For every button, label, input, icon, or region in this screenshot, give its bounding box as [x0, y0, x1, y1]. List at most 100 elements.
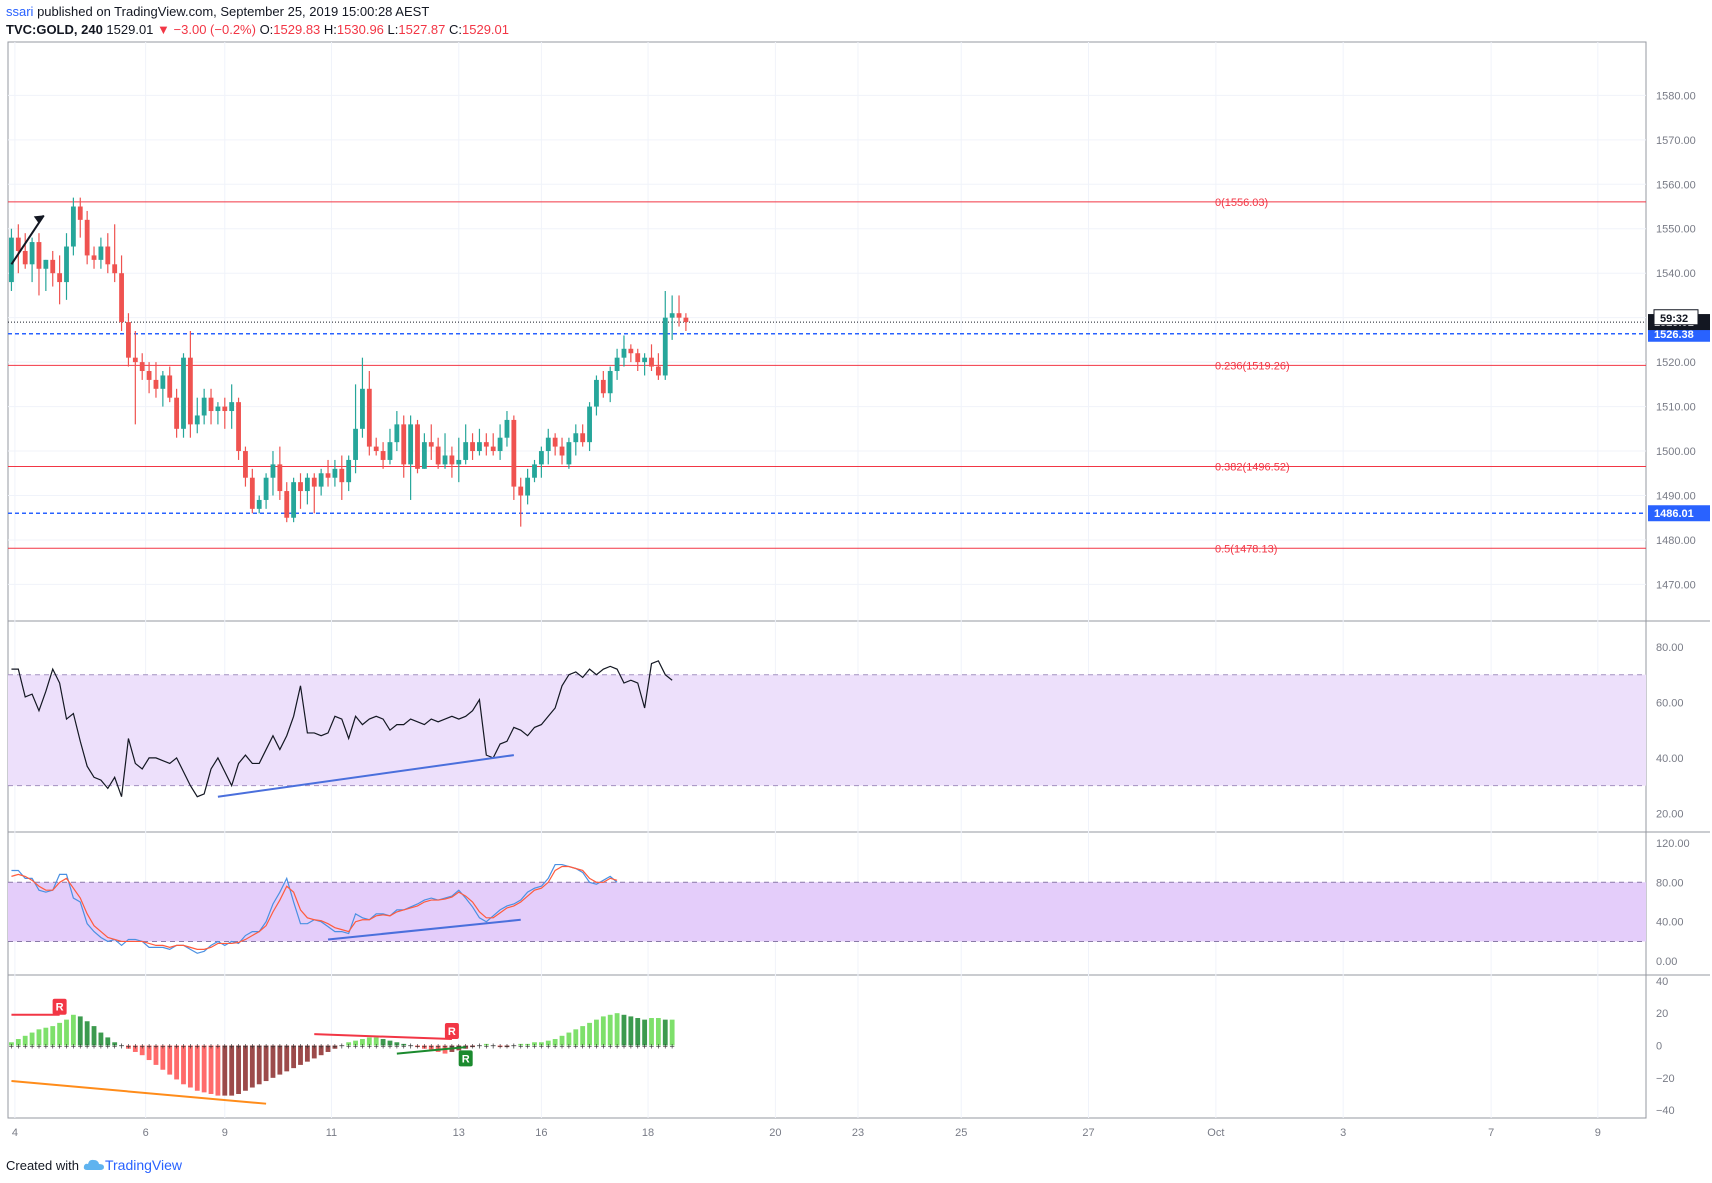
momentum-zero-cross: +: [546, 1042, 551, 1052]
reversal-marker: [458, 1050, 473, 1067]
momentum-zero-cross: +: [250, 1042, 255, 1052]
candle-body: [284, 491, 290, 518]
candle-body: [132, 357, 138, 363]
candle-body: [304, 477, 310, 492]
momentum-zero-cross: +: [153, 1042, 158, 1052]
momentum-zero-cross: +: [580, 1042, 585, 1052]
momentum-bar: [635, 1018, 641, 1046]
momentum-bar: [291, 1045, 297, 1069]
candle-body: [222, 406, 228, 412]
candle-body: [291, 482, 297, 518]
momentum-zero-cross: +: [518, 1042, 523, 1052]
candle-body: [456, 459, 462, 465]
candle-body: [15, 237, 21, 251]
momentum-bar: [105, 1037, 111, 1046]
momentum-bar: [43, 1027, 49, 1046]
momentum-zero-cross: +: [71, 1042, 76, 1052]
change-down-icon: ▼: [157, 22, 170, 37]
momentum-bar: [621, 1014, 627, 1046]
momentum-zero-cross: +: [456, 1042, 461, 1052]
candle-body: [339, 468, 345, 483]
price-tick-label: 1540.00: [1656, 268, 1696, 280]
momentum-bar: [270, 1045, 276, 1078]
price-tick-label: 1520.00: [1656, 357, 1696, 369]
candle-body: [70, 206, 76, 247]
tradingview-brand[interactable]: TradingView: [83, 1157, 182, 1173]
momentum-bar: [600, 1016, 606, 1046]
momentum-bar: [525, 1043, 531, 1046]
momentum-zero-cross: +: [490, 1042, 496, 1053]
momentum-bar: [112, 1042, 118, 1046]
momentum-zero-cross: +: [23, 1042, 28, 1052]
momentum-zero-cross: +: [202, 1042, 207, 1052]
candle-body: [270, 464, 276, 478]
momentum-bar: [167, 1045, 173, 1075]
high-label: H:: [323, 22, 337, 37]
momentum-zero-cross: +: [325, 1042, 330, 1052]
momentum-bar: [229, 1045, 235, 1096]
candle-body: [587, 406, 592, 443]
candle-body: [126, 322, 131, 358]
x-tick-label: 9: [222, 1127, 228, 1139]
candle-body: [167, 375, 173, 398]
momentum-zero-cross: +: [43, 1042, 48, 1052]
momentum-zero-cross: +: [539, 1042, 544, 1052]
momentum-zero-cross: +: [181, 1042, 186, 1052]
candle-body: [401, 424, 407, 465]
momentum-zero-cross: +: [380, 1042, 385, 1052]
momentum-bar: [22, 1035, 28, 1046]
candle-body: [442, 455, 448, 465]
candle-body: [635, 353, 641, 363]
momentum-bar: [366, 1037, 372, 1046]
candle-body: [655, 366, 661, 376]
candle-body: [683, 317, 689, 323]
momentum-bar: [545, 1040, 551, 1046]
momentum-bar: [284, 1045, 290, 1072]
momentum-zero-cross: +: [284, 1042, 289, 1052]
momentum-zero-cross: +: [635, 1042, 640, 1052]
momentum-zero-cross: +: [257, 1042, 262, 1052]
momentum-bar: [98, 1032, 104, 1046]
momentum-bar: [559, 1035, 565, 1046]
momentum-bar: [325, 1045, 331, 1052]
momentum-tick-label: −40: [1656, 1105, 1675, 1117]
candle-body: [43, 259, 49, 269]
momentum-bar: [387, 1040, 393, 1046]
momentum-zero-cross: +: [442, 1042, 447, 1052]
stoch-band: [8, 882, 1646, 942]
momentum-zero-cross: +: [621, 1042, 626, 1052]
candle-body: [566, 442, 572, 465]
price-tick-label: 1550.00: [1656, 224, 1696, 236]
momentum-bar: [532, 1042, 537, 1046]
momentum-zero-cross: +: [105, 1042, 110, 1052]
momentum-zero-cross: +: [497, 1042, 502, 1052]
author-link[interactable]: ssari: [6, 4, 34, 19]
momentum-bar: [91, 1026, 97, 1046]
stoch-tick-label: 120.00: [1656, 838, 1690, 850]
candle-body: [559, 446, 565, 456]
momentum-zero-cross: +: [229, 1042, 234, 1052]
momentum-bar: [428, 1045, 434, 1051]
momentum-zero-cross: +: [146, 1042, 151, 1052]
momentum-zero-cross: +: [16, 1042, 21, 1052]
candle-body: [311, 477, 317, 487]
momentum-bar: [84, 1021, 90, 1046]
momentum-bar: [580, 1026, 586, 1046]
candle-body: [449, 455, 455, 465]
momentum-bar: [607, 1014, 613, 1046]
candle-body: [160, 375, 166, 389]
support-price-label: 1486.01: [1654, 508, 1694, 520]
symbol-name: TVC:GOLD, 240: [6, 22, 103, 37]
momentum-bar: [346, 1042, 352, 1046]
momentum-bar: [153, 1045, 159, 1065]
created-with-text: Created with: [6, 1157, 79, 1173]
rsi-tick-label: 20.00: [1656, 808, 1684, 820]
momentum-trend-line: [396, 1046, 466, 1055]
last-value: 1529.01: [106, 22, 154, 37]
momentum-bar: [662, 1019, 668, 1046]
momentum-zero-cross: +: [188, 1042, 193, 1052]
momentum-zero-cross: +: [360, 1042, 365, 1052]
momentum-zero-cross: +: [601, 1042, 606, 1052]
momentum-zero-cross: +: [415, 1042, 420, 1052]
